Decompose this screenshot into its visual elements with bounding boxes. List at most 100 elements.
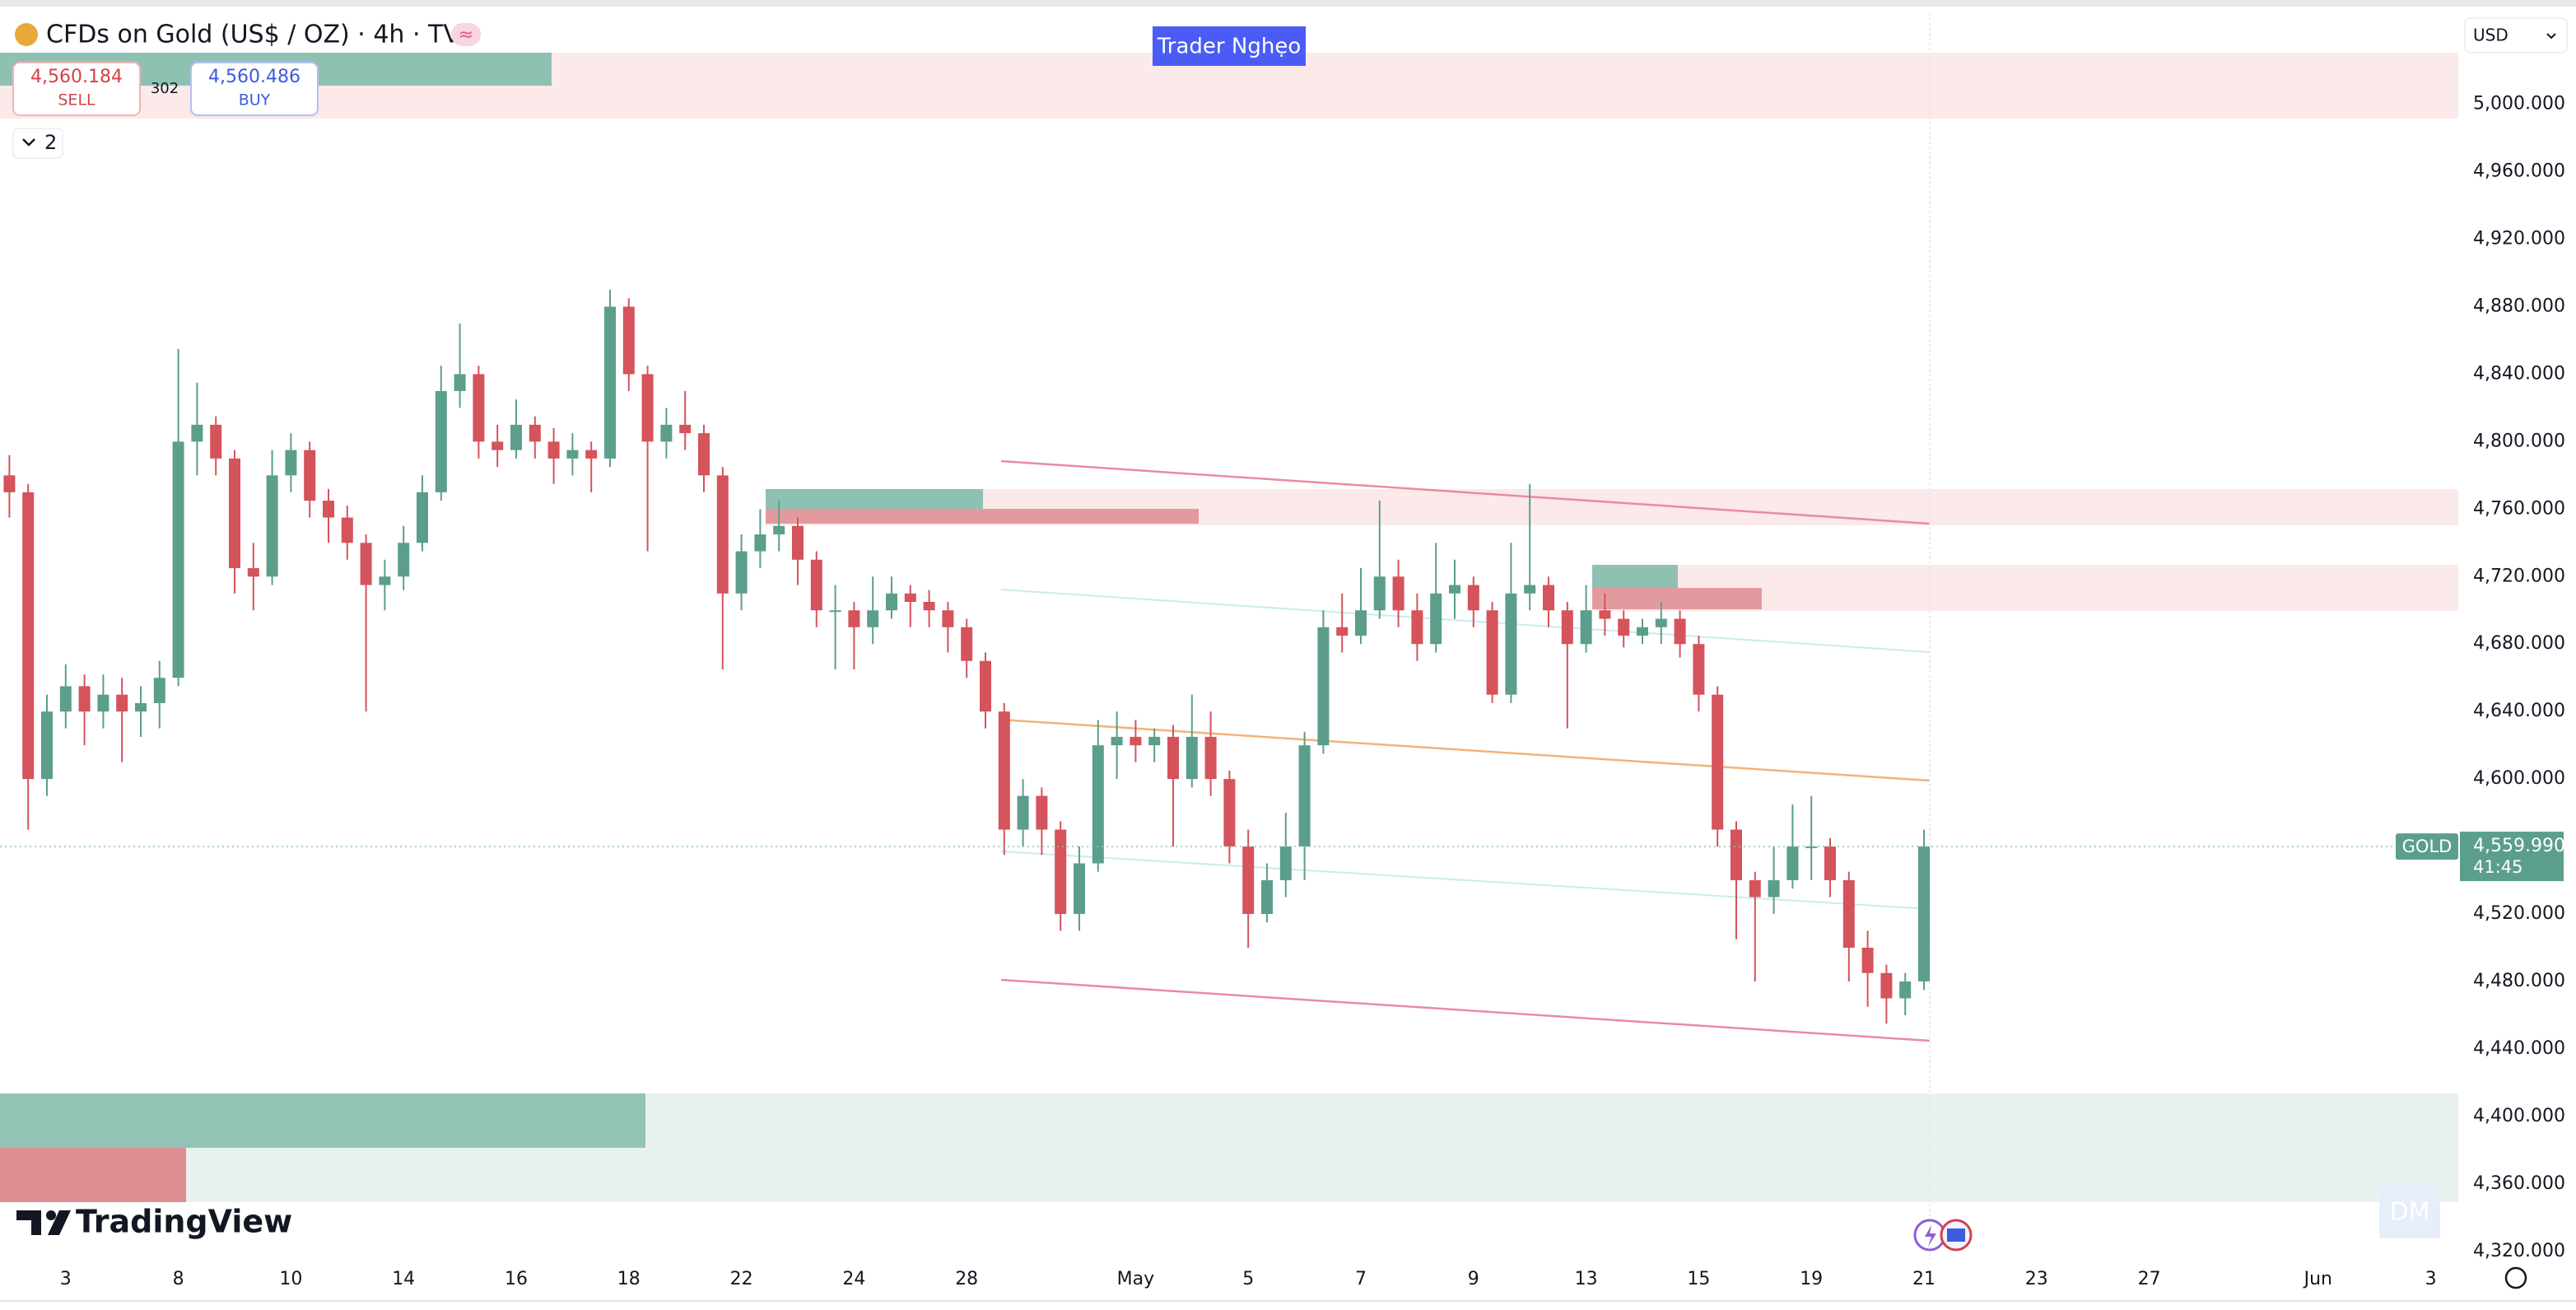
y-tick-label: 4,920.000 (2473, 229, 2565, 249)
candle-body (1449, 585, 1460, 594)
candle-body (1731, 829, 1742, 881)
candle-body (398, 543, 410, 577)
x-tick-label: 18 (617, 1269, 641, 1289)
candle-body (1749, 880, 1761, 897)
x-tick-label: 27 (2138, 1269, 2161, 1289)
trend-line (1000, 459, 1931, 525)
candle-body (735, 551, 748, 594)
candle-body (1092, 745, 1104, 864)
indicators-toggle[interactable] (12, 128, 63, 159)
candle-body (754, 534, 766, 552)
tag-symbol: GOLD (2402, 837, 2453, 856)
candle-body (1167, 736, 1179, 780)
candle-body (716, 475, 729, 594)
candle-body (1355, 610, 1367, 636)
candle-body (1036, 795, 1048, 830)
x-tick-label: 5 (1242, 1269, 1254, 1289)
x-tick-label: 3 (60, 1269, 72, 1289)
candle-body (604, 306, 616, 459)
y-tick-label: 4,640.000 (2473, 701, 2565, 721)
candle-body (304, 450, 316, 501)
candle-body (942, 610, 954, 627)
candle-body (360, 543, 372, 585)
brand-logo-dot (46, 1210, 56, 1220)
currency-select[interactable] (2464, 17, 2568, 54)
candle-body (547, 441, 560, 459)
zone-block (0, 1093, 645, 1148)
chevron (22, 138, 35, 147)
event-glyph (1925, 1225, 1936, 1247)
x-tick-label: 24 (842, 1269, 865, 1289)
y-tick-label: 4,520.000 (2473, 903, 2565, 924)
settings-icon[interactable] (2504, 1266, 2527, 1289)
candle-body (1899, 981, 1912, 999)
candle-body (210, 424, 222, 459)
candle-body (923, 602, 935, 611)
candle-body (1693, 644, 1705, 695)
candle-body (59, 686, 72, 712)
time-axis-labels: 3 8 10 14 16 18 22 24 28 May 5 7 9 13 15 19 21 23 27 Jun 3 (60, 1269, 2437, 1289)
price-axis (2458, 7, 2576, 1266)
buy-price: 4,560.486 (208, 67, 300, 87)
candle-body (585, 450, 598, 459)
tag-countdown: 41:45 (2473, 857, 2523, 877)
candle-body (1842, 880, 1855, 948)
candle-body (1261, 880, 1273, 915)
candle-body (792, 525, 804, 560)
x-tick-label: 28 (955, 1269, 978, 1289)
tag-price-box (2460, 832, 2564, 882)
candle-body (622, 306, 635, 375)
x-tick-label: 10 (279, 1269, 302, 1289)
indicators-count: 2 (44, 131, 57, 154)
chevron (2546, 33, 2556, 40)
y-tick-label: 4,400.000 (2473, 1106, 2565, 1126)
watermark: DM (2390, 1198, 2430, 1227)
x-tick-label: 16 (505, 1269, 528, 1289)
candle-body (1824, 846, 1836, 881)
buy-button[interactable] (190, 62, 319, 116)
candle-body (1918, 846, 1930, 981)
candle-body (1599, 610, 1611, 619)
trend-line (1000, 851, 1931, 910)
candle-body (1618, 618, 1630, 636)
candle-body (1373, 576, 1386, 611)
x-tick-label: May (1117, 1269, 1154, 1289)
candle-body (323, 501, 334, 518)
candle-body (1467, 585, 1479, 611)
candle-body (698, 433, 710, 476)
author-badge (1153, 26, 1306, 66)
candle-body (1655, 618, 1667, 627)
candle-body (285, 450, 297, 476)
candle-body (1392, 576, 1404, 611)
spread: 302 (151, 80, 179, 97)
sell-label: SELL (58, 91, 95, 110)
x-tick-label: 8 (173, 1269, 184, 1289)
x-tick-label: 9 (1468, 1269, 1479, 1289)
trend-line (1000, 978, 1931, 1042)
y-tick-label: 4,480.000 (2473, 971, 2565, 991)
candle-body (1242, 846, 1255, 915)
x-tick-label: 23 (2025, 1269, 2048, 1289)
candle-body (961, 627, 973, 661)
y-tick-label: 4,440.000 (2473, 1038, 2565, 1059)
sell-button[interactable] (12, 62, 141, 116)
candle-body (1411, 610, 1423, 645)
candle-body (566, 450, 579, 459)
candle-body (1074, 863, 1085, 915)
candle-body (1505, 593, 1517, 695)
author: Trader Nghẹo (1157, 35, 1301, 59)
candle-body (1561, 610, 1573, 645)
candle-body (247, 568, 259, 577)
candle-body (473, 374, 485, 442)
candle-body (829, 610, 841, 613)
brand-logo (16, 1210, 71, 1235)
watermark-box (2379, 1186, 2440, 1238)
y-tick-label: 4,800.000 (2473, 431, 2565, 451)
candle-body (22, 492, 35, 780)
top-border (0, 0, 2576, 7)
candle-body (1712, 694, 1724, 830)
candle-body (660, 424, 673, 442)
candle-body (1543, 585, 1554, 611)
